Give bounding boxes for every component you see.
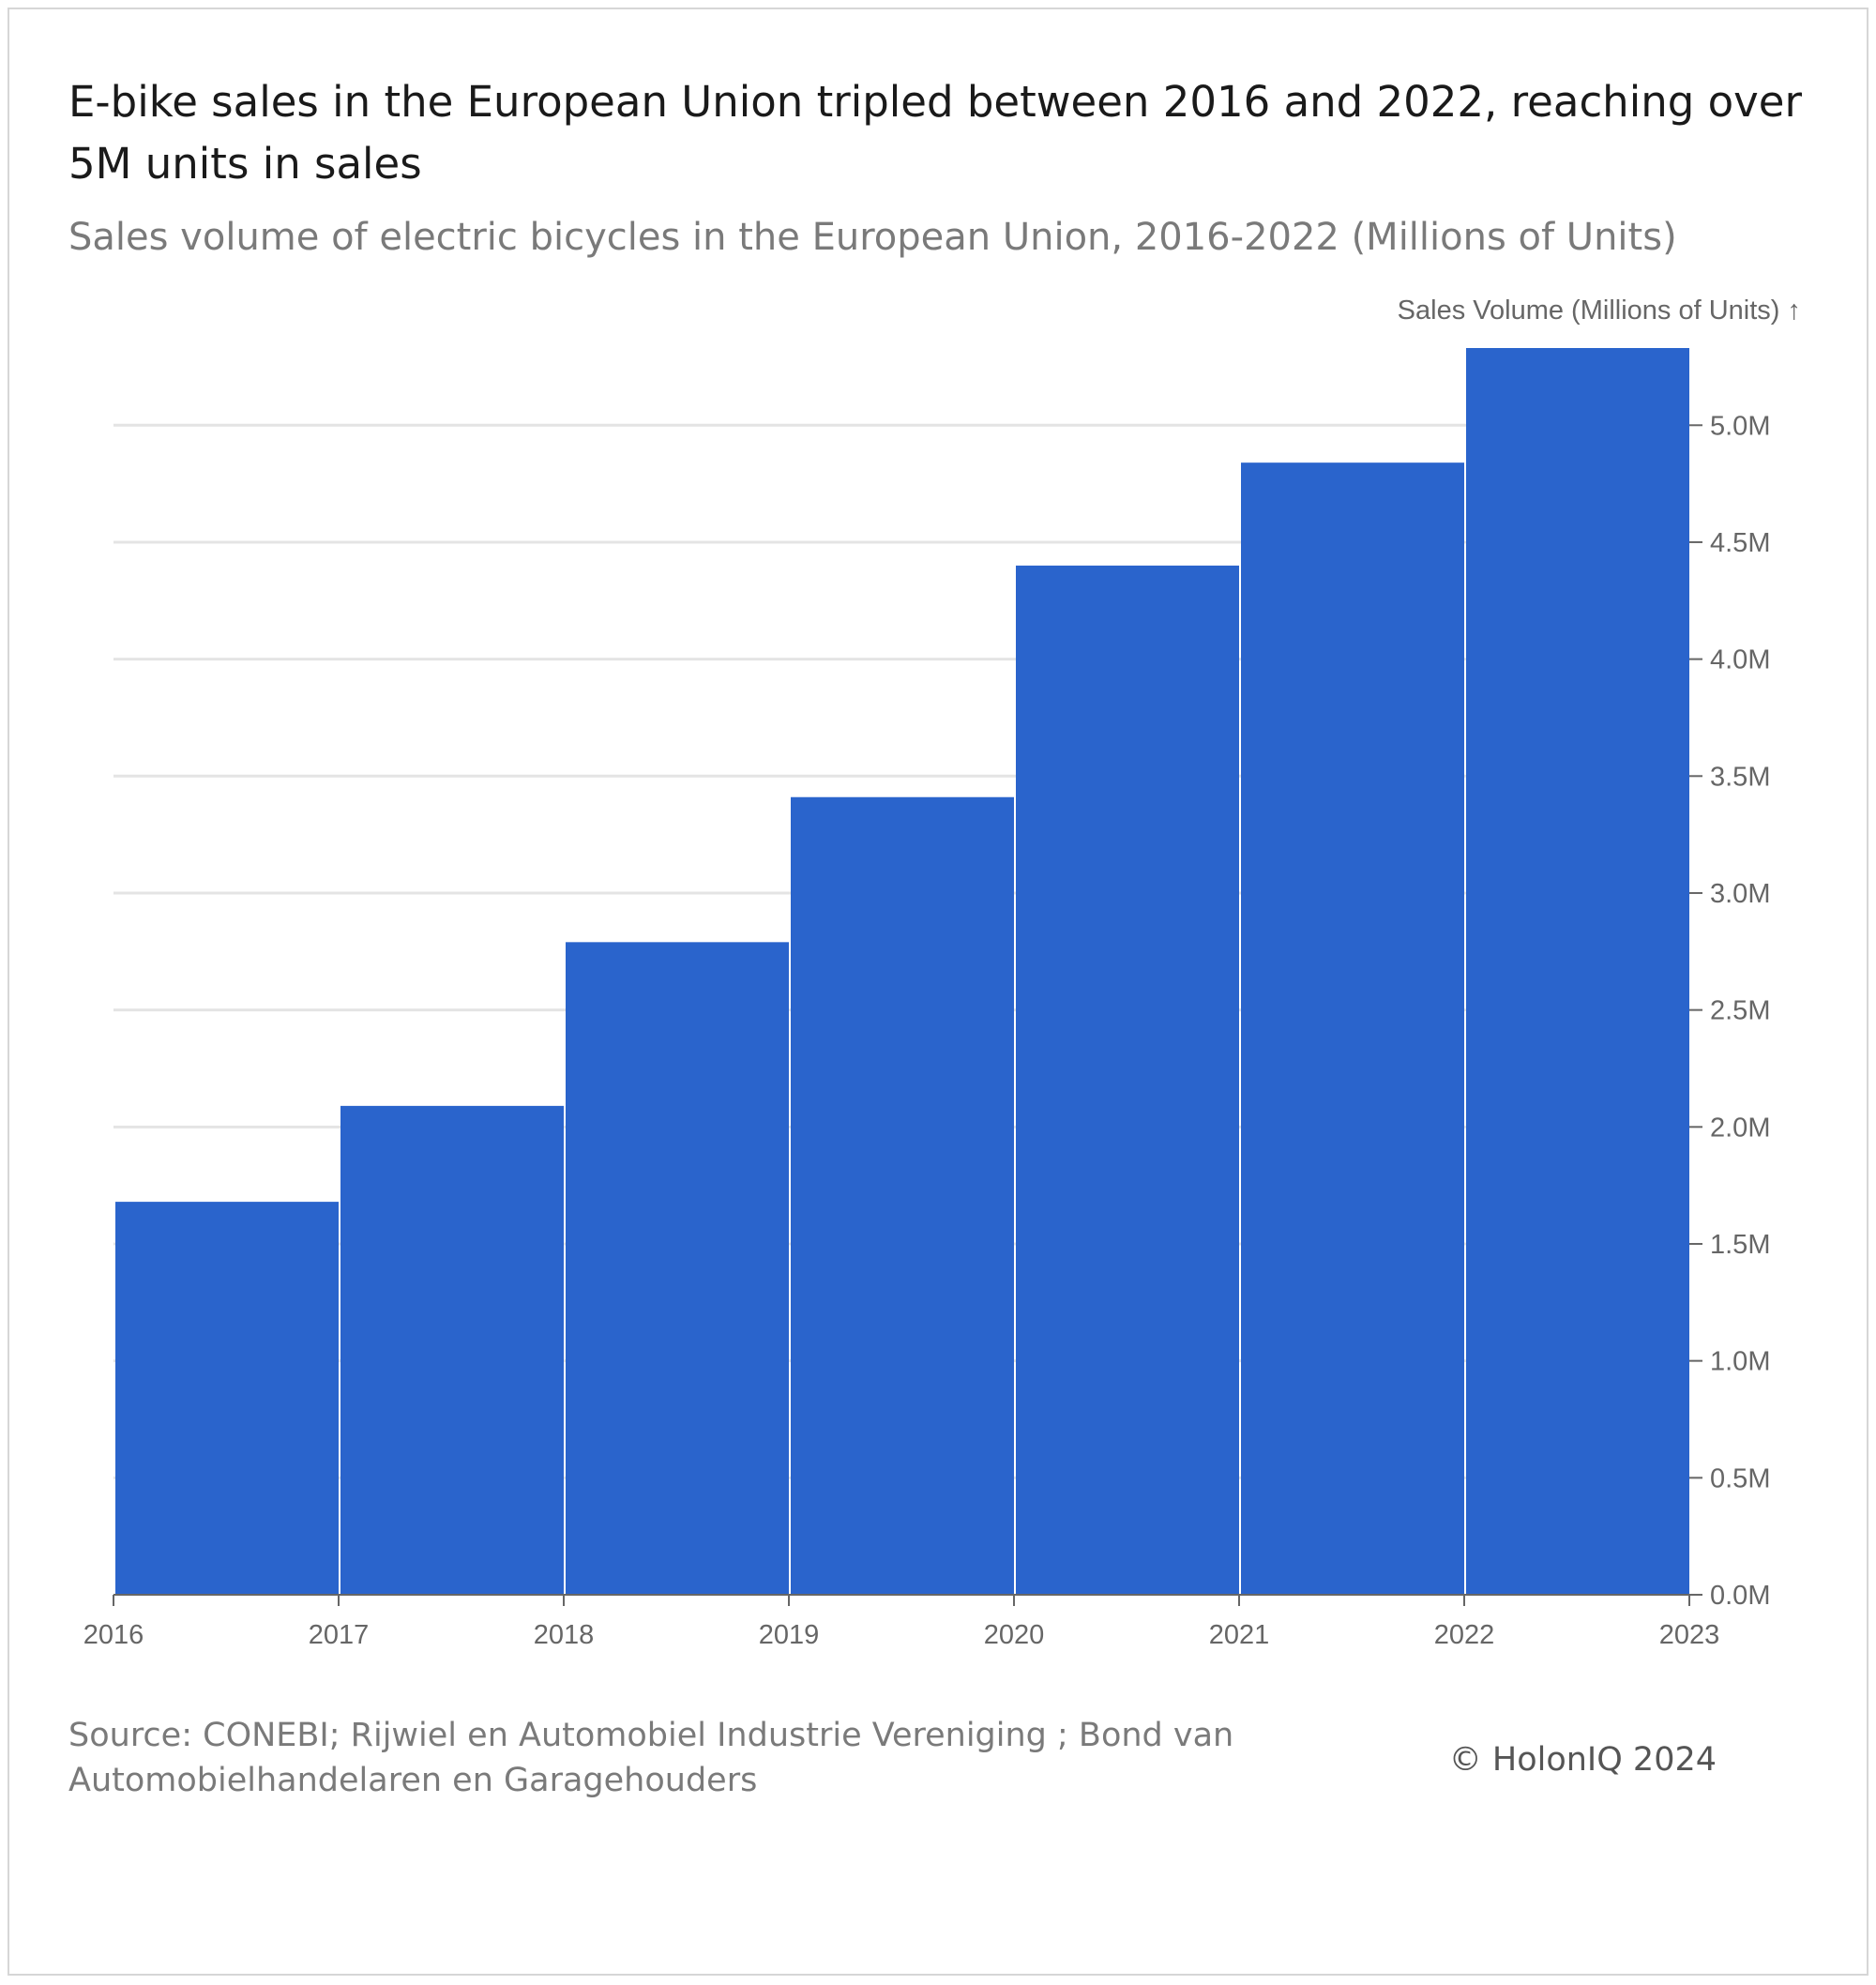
y-tick-label: 3.5M bbox=[1710, 762, 1770, 792]
x-tick-label: 2022 bbox=[1434, 1620, 1495, 1650]
y-tick-label: 0.0M bbox=[1710, 1581, 1770, 1611]
chart-title: E-bike sales in the European Union tripl… bbox=[68, 77, 1802, 189]
x-tick-label: 2020 bbox=[984, 1620, 1045, 1650]
chart-subtitle: Sales volume of electric bicycles in the… bbox=[68, 216, 1677, 259]
x-tick-label: 2023 bbox=[1659, 1620, 1720, 1650]
source-note: Source: CONEBI; Rijwiel en Automobiel In… bbox=[68, 1717, 1234, 1799]
y-tick-label: 5.0M bbox=[1710, 411, 1770, 441]
x-tick-label: 2018 bbox=[534, 1620, 595, 1650]
x-tick-label: 2021 bbox=[1209, 1620, 1270, 1650]
x-axis: 2016 2017 2018 2019 2020 2021 2022 2023 bbox=[83, 1594, 1720, 1650]
bar-2019 bbox=[791, 796, 1014, 1595]
bars bbox=[115, 348, 1689, 1595]
y-axis-label: Sales Volume (Millions of Units) ↑ bbox=[1398, 295, 1801, 326]
x-tick-label: 2016 bbox=[83, 1620, 144, 1650]
x-tick-label: 2017 bbox=[309, 1620, 370, 1650]
x-tick-label: 2019 bbox=[759, 1620, 820, 1650]
bar-2018 bbox=[566, 942, 789, 1595]
y-tick-label: 0.5M bbox=[1710, 1463, 1770, 1493]
y-tick-label: 2.5M bbox=[1710, 996, 1770, 1026]
bar-2016 bbox=[115, 1202, 339, 1595]
y-axis: 0.0M 0.5M 1.0M 1.5M 2.0M 2.5M 3.0M 3.5M 4.0M 4.5M… bbox=[1689, 411, 1770, 1611]
y-tick-label: 2.0M bbox=[1710, 1113, 1770, 1143]
copyright-note: © HolonIQ 2024 bbox=[1448, 1741, 1717, 1779]
y-tick-label: 4.0M bbox=[1710, 645, 1770, 675]
bar-2017 bbox=[340, 1105, 564, 1595]
bar-2022 bbox=[1466, 348, 1689, 1595]
bar-2020 bbox=[1016, 565, 1239, 1595]
y-tick-label: 3.0M bbox=[1710, 879, 1770, 909]
y-tick-label: 4.5M bbox=[1710, 528, 1770, 558]
bar-2021 bbox=[1241, 462, 1464, 1595]
bar-chart: 2016 2017 2018 2019 2020 2021 2022 2023 0.0M 0.5… bbox=[83, 295, 1801, 1650]
y-tick-label: 1.0M bbox=[1710, 1347, 1770, 1377]
y-tick-label: 1.5M bbox=[1710, 1230, 1770, 1260]
